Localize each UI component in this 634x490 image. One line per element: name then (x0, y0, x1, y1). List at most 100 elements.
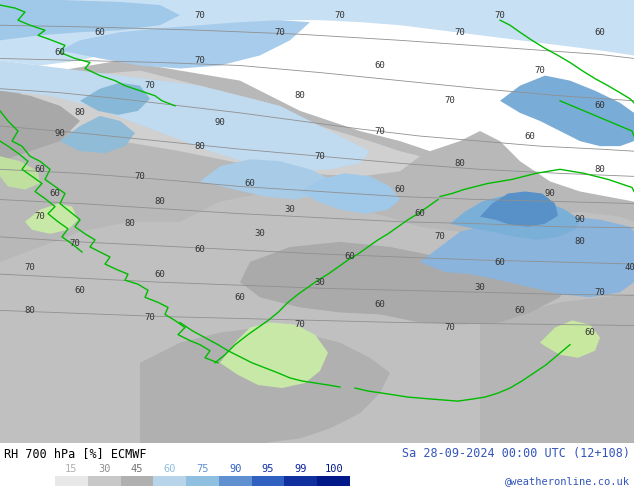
Text: 60: 60 (245, 179, 256, 188)
Bar (285, 476, 317, 486)
Text: 30: 30 (98, 464, 110, 474)
Polygon shape (25, 203, 78, 234)
Text: 60: 60 (375, 300, 385, 309)
Text: 70: 70 (25, 263, 36, 271)
Text: 45: 45 (131, 464, 143, 474)
Text: 90: 90 (545, 189, 555, 198)
Text: 15: 15 (65, 464, 77, 474)
Text: 60: 60 (155, 270, 165, 279)
Bar (120, 476, 153, 486)
Polygon shape (450, 196, 580, 240)
Text: 70: 70 (275, 28, 285, 37)
Text: 70: 70 (134, 172, 145, 181)
Polygon shape (500, 75, 634, 146)
Text: 60: 60 (94, 28, 105, 37)
Text: Sa 28-09-2024 00:00 UTC (12+108): Sa 28-09-2024 00:00 UTC (12+108) (402, 447, 630, 461)
Text: @weatheronline.co.uk: @weatheronline.co.uk (505, 476, 630, 486)
Text: 70: 70 (455, 28, 465, 37)
Text: 70: 70 (335, 11, 346, 20)
Text: 100: 100 (324, 464, 343, 474)
Polygon shape (0, 156, 40, 190)
Polygon shape (420, 217, 634, 297)
Text: 60: 60 (164, 464, 176, 474)
Text: 60: 60 (75, 286, 86, 295)
Polygon shape (20, 71, 420, 176)
Text: 60: 60 (55, 48, 65, 57)
Text: 80: 80 (595, 165, 605, 174)
Text: 99: 99 (295, 464, 307, 474)
Bar (252, 476, 285, 486)
Text: 60: 60 (195, 245, 205, 254)
Text: 60: 60 (515, 306, 526, 315)
Text: 60: 60 (415, 209, 425, 218)
Bar (219, 476, 252, 486)
Text: 80: 80 (195, 142, 205, 150)
Polygon shape (480, 294, 634, 443)
Polygon shape (0, 91, 80, 161)
Text: 80: 80 (574, 237, 585, 246)
Polygon shape (0, 192, 634, 443)
Text: 40: 40 (624, 263, 634, 271)
Text: 60: 60 (375, 61, 385, 70)
Polygon shape (0, 60, 370, 172)
Polygon shape (80, 83, 150, 115)
Polygon shape (540, 320, 600, 358)
Text: 70: 70 (444, 96, 455, 105)
Text: 75: 75 (197, 464, 209, 474)
Text: 80: 80 (75, 108, 86, 118)
Polygon shape (0, 0, 634, 66)
Text: 60: 60 (394, 185, 405, 194)
Text: 60: 60 (345, 252, 356, 262)
Text: 30: 30 (255, 229, 266, 238)
Text: 95: 95 (262, 464, 275, 474)
Text: 30: 30 (314, 278, 325, 287)
Text: 80: 80 (25, 306, 36, 315)
Text: 70: 70 (534, 66, 545, 75)
Text: 60: 60 (235, 293, 245, 302)
Polygon shape (60, 20, 310, 69)
Bar (87, 476, 120, 486)
Text: 90: 90 (229, 464, 242, 474)
Text: 90: 90 (215, 119, 225, 127)
Text: RH 700 hPa [%] ECMWF: RH 700 hPa [%] ECMWF (4, 447, 146, 461)
Text: 30: 30 (475, 283, 486, 292)
Bar (153, 476, 186, 486)
Text: 60: 60 (524, 131, 535, 141)
Polygon shape (220, 322, 328, 388)
Bar (55, 476, 87, 486)
Text: 70: 70 (375, 126, 385, 136)
Bar (186, 476, 219, 486)
Text: 80: 80 (155, 197, 165, 206)
Polygon shape (200, 159, 330, 199)
Polygon shape (480, 192, 558, 227)
Text: 80: 80 (455, 159, 465, 168)
Text: 60: 60 (35, 165, 46, 174)
Text: 70: 70 (195, 56, 205, 65)
Polygon shape (240, 242, 570, 324)
Text: 60: 60 (595, 28, 605, 37)
Polygon shape (140, 327, 390, 443)
Text: 60: 60 (585, 328, 595, 337)
Text: 90: 90 (55, 128, 65, 138)
Text: 70: 70 (295, 320, 306, 329)
Text: 60: 60 (495, 258, 505, 267)
Text: 80: 80 (125, 219, 136, 228)
Text: 70: 70 (314, 152, 325, 161)
Text: 70: 70 (145, 81, 155, 90)
Polygon shape (0, 60, 634, 313)
Polygon shape (0, 0, 180, 40)
Polygon shape (300, 173, 400, 214)
Text: 60: 60 (595, 101, 605, 110)
Text: 70: 70 (435, 232, 445, 242)
Text: 70: 70 (495, 11, 505, 20)
Text: 80: 80 (295, 91, 306, 100)
Text: 70: 70 (595, 288, 605, 297)
Bar (317, 476, 350, 486)
Text: 70: 70 (195, 11, 205, 20)
Polygon shape (60, 116, 135, 153)
Text: 70: 70 (145, 313, 155, 322)
Text: 90: 90 (574, 215, 585, 224)
Text: 70: 70 (444, 323, 455, 332)
Text: 70: 70 (35, 212, 46, 221)
Text: 60: 60 (49, 189, 60, 198)
